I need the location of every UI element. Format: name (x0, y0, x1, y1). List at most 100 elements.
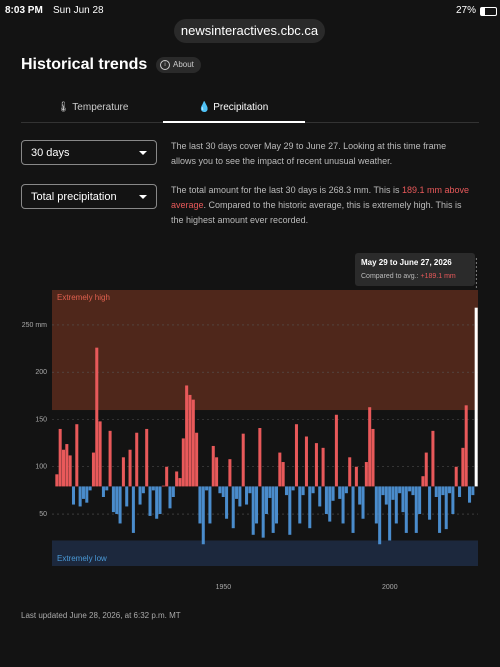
bar (101, 486, 105, 497)
summary-highlight: 189.1 mm above average (171, 185, 469, 210)
tooltip (355, 253, 475, 286)
bar (454, 466, 458, 487)
bar (424, 452, 428, 487)
bar (331, 486, 335, 501)
bar (111, 486, 115, 513)
bar (125, 486, 129, 507)
date: Sun Jun 28 (53, 5, 104, 16)
bar (321, 447, 325, 487)
bar (318, 486, 322, 507)
bar (135, 432, 139, 487)
tab-precipitation[interactable]: 💧 Precipitation (198, 102, 269, 113)
bar (85, 486, 89, 503)
y-tick-label: 150 (35, 416, 47, 423)
bar (55, 474, 59, 487)
bar (434, 486, 438, 497)
bar (201, 486, 205, 545)
bar (241, 433, 245, 487)
bar (451, 486, 455, 515)
bar (151, 486, 155, 491)
bar (354, 466, 358, 487)
bar (308, 486, 312, 529)
bar (268, 486, 272, 498)
bar (168, 486, 172, 509)
bar (468, 486, 472, 503)
summary-text: The total amount for the last 30 days is… (171, 185, 402, 195)
bar (384, 486, 388, 505)
bar (401, 486, 405, 513)
bar (428, 486, 432, 520)
summary-text: . Compared to the historic average, this… (171, 200, 462, 225)
summary: The total amount for the last 30 days is… (171, 183, 471, 228)
bar (291, 486, 295, 491)
bar (245, 486, 249, 505)
bar (121, 457, 125, 487)
bar (255, 486, 259, 524)
bar (238, 486, 242, 507)
bar (391, 486, 395, 500)
url-bar[interactable]: newsinteractives.cbc.ca (174, 19, 325, 43)
bar (341, 486, 345, 524)
zone-label: Extremely low (57, 554, 107, 563)
last-updated: Last updated June 28, 2026, at 6:32 p.m.… (21, 611, 181, 620)
bar (464, 405, 468, 487)
bar (128, 449, 132, 487)
bar (298, 486, 302, 524)
bar (91, 452, 95, 487)
y-tick-label: 50 (39, 511, 47, 518)
battery-icon (480, 7, 497, 16)
tab-temperature[interactable]: 🌡 Temperature (57, 102, 129, 113)
bar (118, 486, 122, 524)
bar (348, 457, 352, 487)
bar (158, 486, 162, 515)
bar (284, 486, 288, 496)
bar (414, 486, 418, 533)
bar (458, 486, 462, 497)
bar (98, 421, 102, 487)
bar (358, 486, 362, 505)
bar (65, 444, 69, 487)
dropdown-value: Total precipitation (31, 191, 117, 203)
active-tab-indicator (163, 121, 305, 123)
about-label: About (173, 60, 194, 69)
bar (131, 486, 135, 533)
current-bar (474, 307, 478, 487)
bar (215, 457, 219, 487)
measure-dropdown[interactable]: Total precipitation (21, 184, 157, 209)
bar (225, 486, 229, 519)
bar (108, 430, 112, 487)
bar (418, 486, 422, 515)
tooltip-value: +189.1 mm (421, 273, 456, 280)
bar (235, 486, 239, 499)
bar (368, 407, 372, 487)
bar (71, 486, 75, 505)
bar (271, 486, 275, 533)
bar (344, 486, 348, 494)
bar (188, 394, 192, 487)
y-tick-label: 100 (35, 464, 47, 471)
bar (394, 486, 398, 524)
bar (75, 424, 79, 487)
tooltip-title: May 29 to June 27, 2026 (361, 258, 452, 267)
bar (388, 486, 392, 541)
tab-label: Temperature (72, 102, 129, 113)
bar (361, 486, 365, 519)
period-dropdown[interactable]: 30 days (21, 140, 157, 165)
bar (261, 486, 265, 538)
bar (95, 347, 99, 487)
bar (155, 486, 159, 519)
bar (161, 485, 165, 487)
bar (338, 486, 342, 499)
bar (81, 486, 85, 499)
battery: 27% (456, 5, 477, 16)
bar (328, 486, 332, 522)
bar (171, 486, 175, 497)
page-title: Historical trends (21, 56, 148, 73)
bar (398, 486, 402, 494)
clock: 8:03 PM (5, 5, 43, 16)
bar (381, 486, 385, 496)
bar (68, 455, 72, 487)
about-button[interactable]: i About (156, 57, 201, 73)
